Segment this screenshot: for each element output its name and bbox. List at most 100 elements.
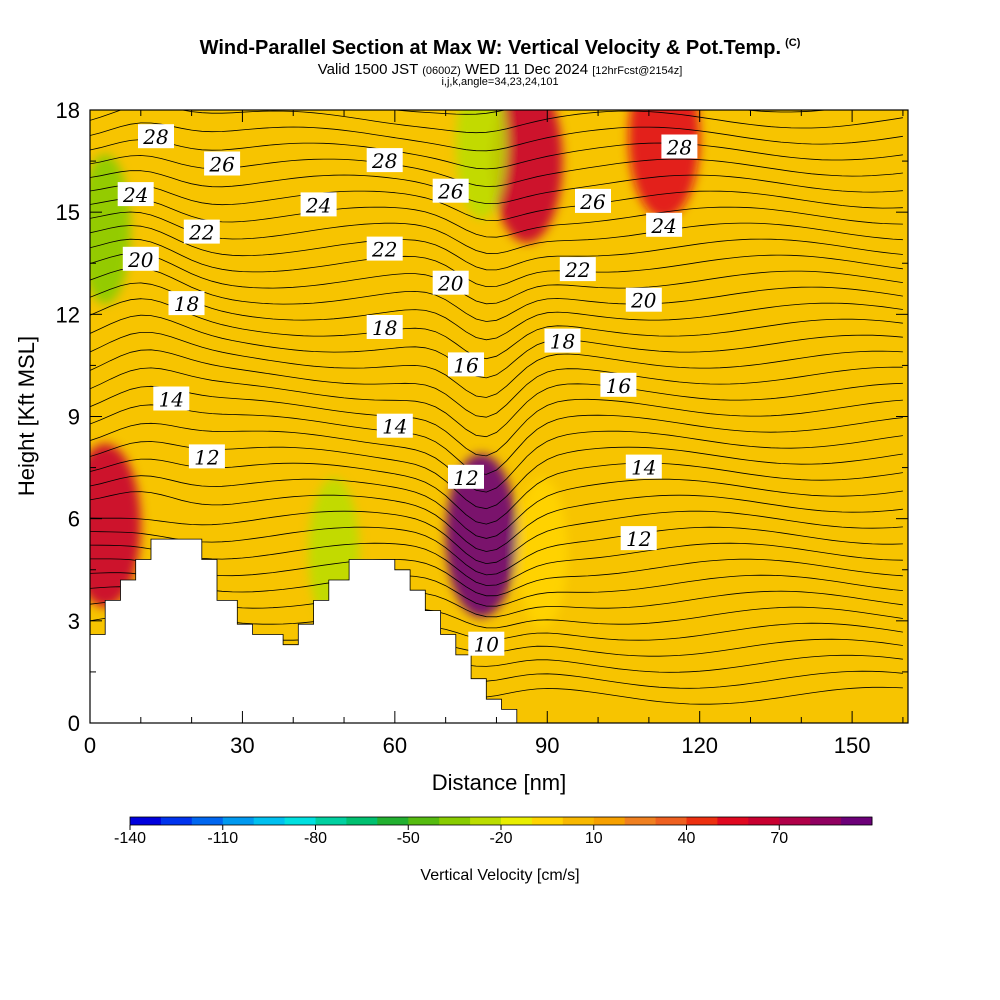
- colorbar-tick-label: -140: [114, 830, 146, 847]
- isentrope-line: [90, 238, 903, 288]
- contour-label: 28: [366, 148, 403, 173]
- contour-label-text: 20: [437, 272, 464, 296]
- y-tick-label: 9: [68, 405, 80, 430]
- x-axis-title: Distance [nm]: [432, 770, 567, 795]
- colorbar-swatch: [779, 817, 811, 825]
- forecast-info: [12hrFcst@2154z]: [592, 65, 683, 77]
- contour-label-box: [366, 315, 403, 339]
- isentrope-line: [90, 211, 903, 255]
- contour-label: 24: [646, 212, 683, 238]
- contour-label-box: [366, 236, 403, 261]
- y-tick-label: 18: [56, 98, 80, 123]
- contour-label-box: [646, 212, 683, 237]
- x-tick-label: 30: [230, 733, 254, 758]
- contour-label-box: [448, 352, 484, 377]
- colorbar-swatch: [191, 817, 224, 825]
- colorbar-swatch: [470, 817, 502, 825]
- isentrope-line: [90, 458, 903, 525]
- isentrope-line: [90, 298, 903, 360]
- contour-label-text: 26: [208, 153, 235, 177]
- colorbar-swatch: [624, 817, 657, 825]
- isentrope-line: [90, 139, 903, 170]
- contour-label-text: 20: [127, 248, 154, 272]
- contour-label-text: 28: [666, 136, 692, 160]
- contour-label-box: [153, 386, 190, 411]
- x-tick-label: 150: [834, 733, 871, 758]
- contour-label-box: [300, 192, 337, 217]
- contour-label-text: 22: [188, 221, 214, 245]
- contour-label-box: [432, 270, 469, 295]
- contour-label-box: [625, 287, 662, 312]
- contour-label-box: [138, 124, 174, 149]
- contour-label-box: [376, 413, 413, 438]
- valid-date: WED 11 Dec 2024: [464, 61, 589, 78]
- contour-label-text: 24: [122, 183, 148, 207]
- contour-label: 28: [138, 124, 174, 149]
- contour-label-text: 28: [142, 125, 168, 149]
- colorbar-tick-label: -20: [489, 830, 512, 847]
- contour-label: 22: [366, 236, 403, 262]
- contour-label-text: 18: [550, 330, 575, 354]
- contour-label-box: [661, 134, 698, 159]
- isentrope-line: [90, 422, 903, 493]
- contour-label: 18: [168, 291, 205, 316]
- contour-label-text: 14: [631, 456, 656, 480]
- colorbar-swatch: [501, 817, 533, 825]
- isentrope-line: [90, 475, 903, 539]
- contour-label-text: 12: [453, 466, 478, 490]
- plot-area: 28 26 24 22 20 18 14 12 24 28 22 18 14 26 20 16 12 10 22 18…: [90, 110, 908, 723]
- colorbar-swatch: [408, 817, 440, 825]
- velocity-updraft: [90, 443, 141, 608]
- contour-label-box: [544, 328, 581, 353]
- chart-title: Wind-Parallel Section at Max W: Vertical…: [199, 37, 801, 59]
- isentrope-line: [90, 572, 903, 607]
- colorbar-tick-label: -80: [304, 830, 327, 847]
- isentrope-line: [90, 441, 903, 510]
- contour-label-box: [600, 372, 637, 397]
- x-tick-label: 90: [535, 733, 559, 758]
- isentrope-line: [90, 314, 903, 379]
- isentrope-line: [90, 282, 903, 341]
- contour-label-box: [448, 464, 484, 489]
- colorbar-swatch: [717, 817, 749, 825]
- contour-label: 22: [559, 257, 596, 282]
- y-tick-label: 15: [56, 200, 80, 225]
- contour-label: 12: [620, 526, 657, 551]
- y-tick-label: 6: [68, 507, 80, 532]
- contour-label: 20: [625, 287, 662, 313]
- contour-label-text: 28: [371, 149, 397, 173]
- colorbar-tick-label: 40: [678, 830, 696, 847]
- isentrope-line: [90, 225, 903, 271]
- contour-label-box: [468, 631, 505, 656]
- isentrope-line: [90, 367, 903, 438]
- isentrope-line: [90, 404, 903, 475]
- contour-label-text: 22: [564, 258, 590, 282]
- contour-label-box: [117, 182, 154, 207]
- colorbar-tick-label: 70: [770, 830, 788, 847]
- contour-label-text: 12: [194, 445, 219, 469]
- isentrope-line: [90, 385, 903, 457]
- contour-label: 18: [366, 315, 403, 340]
- contour-label-text: 18: [372, 316, 397, 340]
- y-tick-label: 0: [68, 711, 80, 736]
- isentrope-line: [90, 332, 903, 398]
- contour-label: 22: [183, 219, 220, 245]
- contour-label-text: 14: [159, 388, 184, 412]
- y-tick-label: 12: [56, 302, 80, 327]
- contour-label-box: [575, 188, 611, 213]
- colorbar-swatch: [531, 817, 564, 825]
- grid-params: i,j,k,angle=34,23,24,101: [441, 76, 559, 88]
- colorbar-tick-label: -50: [397, 830, 420, 847]
- contour-label-text: 26: [437, 180, 464, 204]
- colorbar-swatch: [562, 817, 595, 825]
- x-tick-label: 0: [84, 733, 96, 758]
- isentrope-line: [90, 349, 903, 418]
- colorbar-tick-label: -110: [207, 830, 238, 847]
- colorbar-swatch: [315, 817, 347, 825]
- contour-label: 24: [117, 182, 154, 207]
- isentrope-line: [90, 110, 903, 134]
- colorbar-swatch: [346, 817, 378, 825]
- contour-label-text: 14: [382, 415, 407, 439]
- colorbar-swatch: [377, 817, 409, 825]
